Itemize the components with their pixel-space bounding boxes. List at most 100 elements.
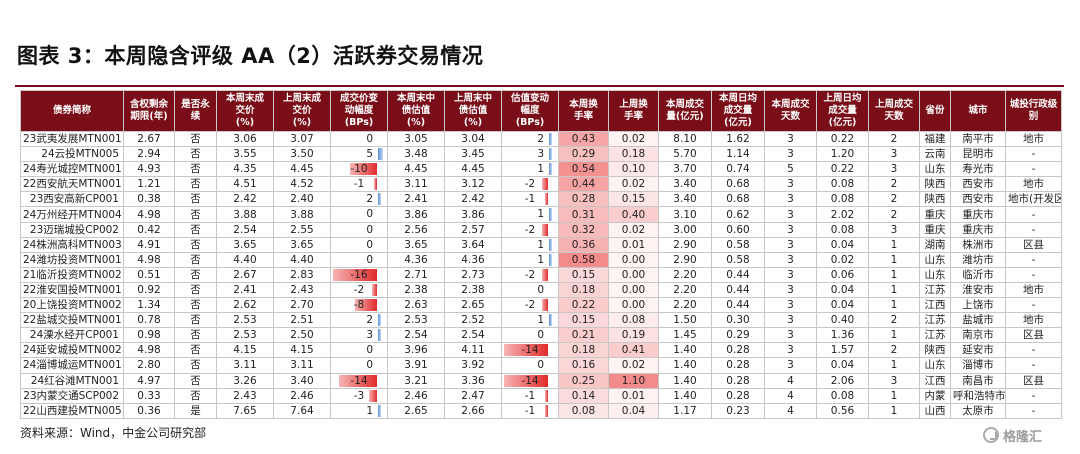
table-cell: 太原市 <box>950 402 1006 419</box>
cell-value: 2 <box>366 314 373 327</box>
table-cell: - <box>1005 342 1062 359</box>
table-cell: 1.20 <box>816 146 869 163</box>
table-cell: - <box>1005 161 1062 178</box>
table-cell: 福建 <box>919 130 951 148</box>
column-header: 估值变动 幅度 (BPs) <box>501 90 559 132</box>
table-cell: 否 <box>174 176 217 193</box>
cell-value: 0 <box>366 223 373 236</box>
table-cell: 2.38 <box>444 281 502 299</box>
data-bar <box>544 404 548 417</box>
table-row: 24延安城投MTN002 4.98 否 4.15 4.15 0 3.96 4.11 -14 0.1… <box>20 342 1062 359</box>
table-cell: 地市 <box>1005 130 1062 148</box>
table-cell: 2.65 <box>387 402 445 419</box>
table-cell: 否 <box>174 372 217 389</box>
bond-name-cell: 22山西建投MTN005 <box>20 402 124 419</box>
column-header: 省份 <box>919 90 951 132</box>
data-bar <box>544 389 548 402</box>
table-cell: 2.42 <box>444 191 502 208</box>
table-cell: 2.52 <box>444 312 502 329</box>
price-change-cell: 0 <box>330 130 388 148</box>
table-cell: 2.55 <box>273 221 331 238</box>
column-header: 本周日均 成交量 (亿元) <box>711 90 765 132</box>
bond-trading-table: 债券简称 含权剩余 期限(年) 是否永 续本周末成 交价 (%) 上周末成 交价 (%… <box>20 90 1062 419</box>
valuation-change-cell: -2 <box>501 176 559 193</box>
table-cell: 0.36 <box>123 402 175 419</box>
data-bar <box>541 268 548 281</box>
table-cell: 3.65 <box>216 236 274 253</box>
table-cell: 2.54 <box>216 221 274 238</box>
price-change-cell: 3 <box>330 327 388 344</box>
table-cell: 1 <box>868 297 920 314</box>
table-row: 22盐城交投MTN001 0.78 否 2.53 2.51 2 2.53 2.52 1 0.15 0… <box>20 312 1062 329</box>
table-cell: 1.36 <box>816 327 869 344</box>
table-cell: 0.28 <box>711 372 765 389</box>
table-cell: 0.28 <box>711 387 765 404</box>
table-cell: 否 <box>174 281 217 299</box>
table-row: 20上饶投资MTN002 1.34 否 2.62 2.70 -8 2.63 2.65 -2 0.2… <box>20 297 1062 314</box>
table-row: 22淮安国投MTN001 0.92 否 2.41 2.43 -2 2.38 2.38 0 0.18… <box>20 281 1062 299</box>
table-cell: 0.40 <box>816 312 869 329</box>
table-row: 22山西建投MTN005 0.36 是 7.65 7.64 1 2.65 2.66 -1 0.08… <box>20 402 1062 419</box>
price-change-cell: 2 <box>330 191 388 208</box>
table-cell: 否 <box>174 297 217 314</box>
table-cell: 0.02 <box>608 176 659 193</box>
price-change-cell: -1 <box>330 176 388 193</box>
table-cell: 否 <box>174 327 217 344</box>
table-cell: 淄博市 <box>950 357 1006 374</box>
table-cell: 3.12 <box>444 176 502 193</box>
table-row: 21临沂投资MTN002 0.51 否 2.67 2.83 -16 2.71 2.73 -2 0.… <box>20 266 1062 283</box>
table-cell: 0.44 <box>711 281 765 299</box>
bond-name-cell: 22淮安国投MTN001 <box>20 281 124 299</box>
valuation-change-cell: -1 <box>501 191 559 208</box>
table-cell: 4.15 <box>273 342 331 359</box>
table-cell: 1 <box>868 327 920 344</box>
table-cell: 0.00 <box>608 266 659 283</box>
table-cell: 南京市 <box>950 327 1006 344</box>
table-cell: 4.45 <box>444 161 502 178</box>
column-header: 含权剩余 期限(年) <box>123 90 175 132</box>
table-cell: 3.92 <box>444 357 502 374</box>
data-bar <box>374 178 377 191</box>
table-cell: 0.06 <box>816 266 869 283</box>
table-cell: 2.65 <box>444 297 502 314</box>
cell-value: -3 <box>353 389 365 402</box>
data-bar <box>504 374 548 387</box>
cell-value: -16 <box>350 268 368 281</box>
table-cell: 0.02 <box>608 357 659 374</box>
table-cell: - <box>1005 402 1062 419</box>
data-bar <box>378 404 381 417</box>
table-cell: 3 <box>764 281 817 299</box>
table-cell: 3 <box>764 357 817 374</box>
bond-name-cell: 21临沂投资MTN002 <box>20 266 124 283</box>
data-bar <box>549 253 552 266</box>
table-cell: 0.08 <box>558 402 609 419</box>
table-cell: 0.28 <box>711 357 765 374</box>
table-cell: 西安市 <box>950 191 1006 208</box>
table-cell: 1.40 <box>658 357 712 374</box>
table-cell: 8.10 <box>658 130 712 148</box>
table-cell: 1 <box>868 387 920 404</box>
title-divider <box>15 85 1064 87</box>
table-cell: 否 <box>174 191 217 208</box>
bond-name-cell: 23迈瑞城投CP002 <box>20 221 124 238</box>
data-bar <box>378 329 381 342</box>
valuation-change-cell: -14 <box>501 372 559 389</box>
cell-value: 0 <box>537 329 544 342</box>
table-cell: 0.00 <box>608 251 659 268</box>
table-row: 23西安高新CP001 0.38 否 2.42 2.40 2 2.41 2.42 -1 0.28 0… <box>20 191 1062 208</box>
cell-value: -2 <box>524 223 536 236</box>
table-cell: 2.54 <box>387 327 445 344</box>
table-cell: 7.64 <box>273 402 331 419</box>
price-change-cell: -3 <box>330 387 388 404</box>
table-cell: 3.00 <box>658 221 712 238</box>
table-cell: 1.40 <box>658 342 712 359</box>
table-cell: 0.54 <box>558 161 609 178</box>
table-cell: 江苏 <box>919 327 951 344</box>
table-row: 24潍坊投资MTN001 4.98 否 4.40 4.40 0 4.36 4.36 1 0.58 0… <box>20 251 1062 268</box>
table-cell: 2.54 <box>444 327 502 344</box>
cell-value: -1 <box>524 193 536 206</box>
table-cell: 延安市 <box>950 342 1006 359</box>
table-cell: 3 <box>764 146 817 163</box>
table-cell: 2.63 <box>387 297 445 314</box>
table-cell: 南昌市 <box>950 372 1006 389</box>
